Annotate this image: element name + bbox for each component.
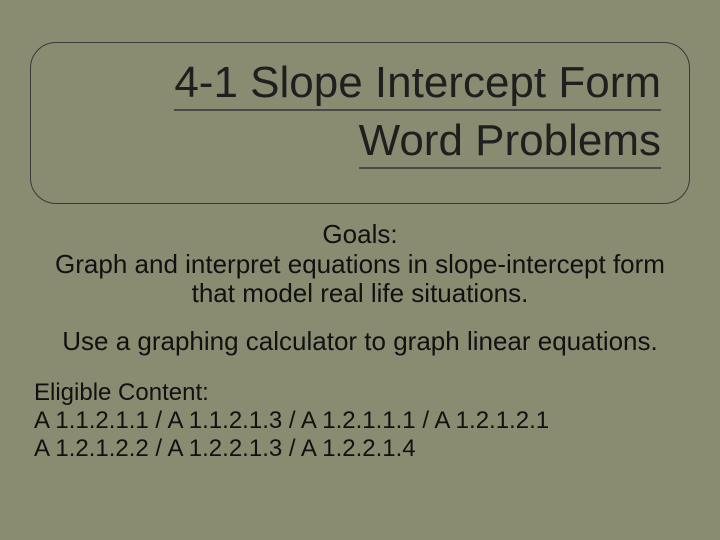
goals-block: Goals: Graph and interpret equations in …	[30, 220, 690, 309]
calculator-block: Use a graphing calculator to graph linea…	[30, 327, 690, 357]
goals-text: Graph and interpret equations in slope-i…	[30, 250, 690, 309]
title-box: 4-1 Slope Intercept Form Word Problems	[30, 42, 690, 204]
title-line-2: Word Problems	[359, 115, 661, 169]
body-area: Goals: Graph and interpret equations in …	[30, 220, 690, 463]
eligible-line-1: A 1.1.2.1.1 / A 1.1.2.1.3 / A 1.2.1.1.1 …	[34, 407, 690, 435]
calculator-text: Use a graphing calculator to graph linea…	[30, 327, 690, 357]
goals-heading: Goals:	[30, 220, 690, 250]
eligible-heading: Eligible Content:	[34, 379, 690, 407]
title-line-1: 4-1 Slope Intercept Form	[174, 57, 661, 111]
eligible-block: Eligible Content: A 1.1.2.1.1 / A 1.1.2.…	[30, 379, 690, 464]
eligible-line-2: A 1.2.1.2.2 / A 1.2.2.1.3 / A 1.2.2.1.4	[34, 435, 690, 463]
slide: 4-1 Slope Intercept Form Word Problems G…	[0, 0, 720, 540]
